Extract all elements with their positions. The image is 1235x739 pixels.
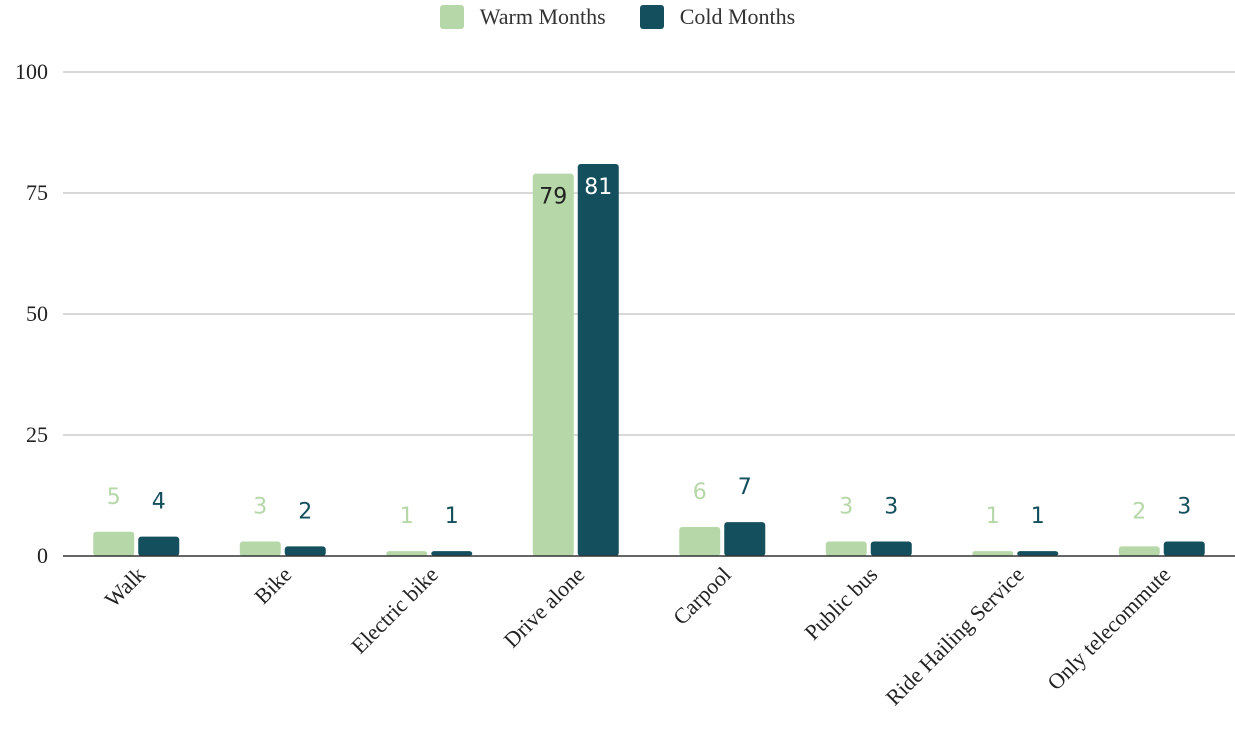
bar-warm: [532, 173, 574, 556]
data-label: 79: [539, 185, 567, 210]
bar-warm: [239, 541, 281, 556]
x-tick-label: Carpool: [668, 562, 736, 630]
bar-warm: [679, 526, 721, 556]
data-label: 1: [445, 504, 459, 529]
legend-label-warm: Warm Months: [479, 4, 606, 29]
x-tick-label: Public bus: [799, 562, 882, 645]
y-tick-label: 25: [26, 422, 48, 447]
x-tick-label: Ride Hailing Service: [881, 562, 1029, 710]
data-label: 1: [400, 504, 414, 529]
bar-warm: [386, 551, 428, 556]
bar-cold: [284, 546, 326, 556]
legend-swatch-cold: [639, 5, 664, 29]
data-label: 6: [693, 480, 707, 505]
data-label: 2: [298, 499, 312, 524]
chart-legend: Warm Months Cold Months: [0, 4, 1235, 30]
bar-cold: [724, 522, 766, 556]
legend-item-warm: Warm Months: [439, 4, 606, 30]
x-tick-label: Walk: [100, 562, 150, 612]
y-tick-label: 0: [37, 543, 48, 568]
legend-item-cold: Cold Months: [639, 4, 796, 30]
bar-cold: [577, 163, 619, 556]
data-label: 3: [1177, 494, 1191, 519]
y-tick-label: 75: [26, 180, 48, 205]
bar-warm: [972, 551, 1014, 556]
bar-warm: [825, 541, 867, 556]
bar-cold: [870, 541, 912, 556]
x-tick-label: Only telecommute: [1042, 562, 1175, 695]
bar-cold: [1017, 551, 1059, 556]
y-tick-label: 50: [26, 301, 48, 326]
y-tick-label: 100: [15, 59, 48, 84]
data-label: 5: [107, 485, 121, 510]
data-label: 2: [1132, 499, 1146, 524]
bar-cold: [431, 551, 473, 556]
legend-label-cold: Cold Months: [679, 4, 796, 29]
data-label: 1: [1031, 504, 1045, 529]
bar-cold: [138, 536, 180, 556]
x-tick-label: Electric bike: [346, 562, 443, 659]
x-tick-label: Bike: [249, 562, 296, 609]
data-label: 3: [253, 494, 267, 519]
data-label: 1: [986, 504, 1000, 529]
data-label: 3: [839, 494, 853, 519]
data-label: 3: [884, 494, 898, 519]
data-label: 7: [738, 475, 752, 500]
legend-swatch-warm: [439, 5, 464, 29]
x-tick-label: Drive alone: [499, 562, 590, 653]
data-label: 81: [584, 175, 612, 200]
data-label: 4: [152, 490, 166, 515]
bar-cold: [1163, 541, 1205, 556]
bar-warm: [1118, 546, 1160, 556]
bar-warm: [93, 531, 135, 556]
